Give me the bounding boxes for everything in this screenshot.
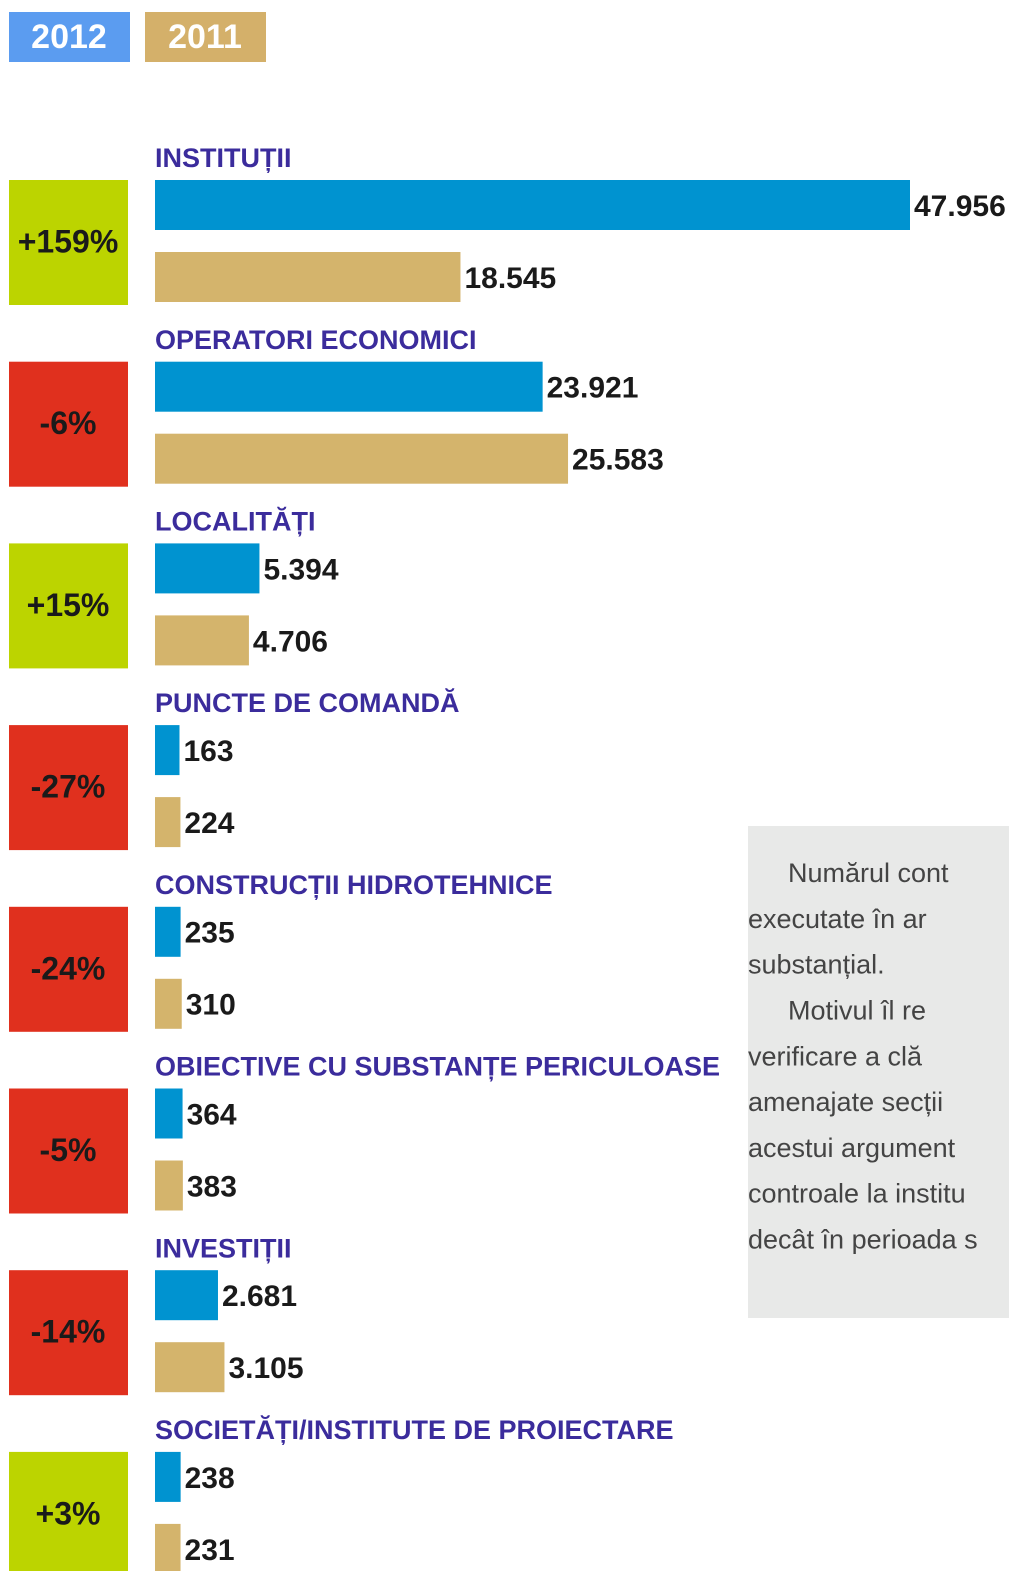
bar (155, 1088, 183, 1139)
note-line: Numărul cont (788, 858, 949, 888)
bar (155, 797, 181, 848)
value-label: 231 (185, 1534, 235, 1567)
bar (155, 906, 181, 957)
change-label: +159% (18, 223, 119, 259)
bar (155, 1451, 181, 1502)
legend-swatch (145, 12, 266, 62)
change-box (9, 543, 128, 669)
value-label: 23.921 (547, 372, 639, 405)
bar (155, 543, 260, 594)
change-box (9, 180, 128, 305)
category-label: SOCIETĂȚI/INSTITUTE DE PROIECTARE (155, 1414, 674, 1445)
category-label: INSTITUȚII (155, 143, 292, 173)
category-label: LOCALITĂȚI (155, 506, 315, 537)
value-label: 3.105 (228, 1352, 303, 1385)
value-label: 25.583 (572, 444, 664, 477)
value-label: 2.681 (222, 1280, 297, 1313)
change-box (9, 361, 128, 487)
legend-label: 2011 (168, 18, 242, 56)
value-label: 383 (187, 1170, 237, 1203)
change-label: -24% (31, 950, 106, 986)
value-label: 47.956 (914, 190, 1006, 223)
value-label: 163 (183, 735, 233, 768)
change-label: -5% (40, 1132, 97, 1168)
note-line: substanțial. (748, 950, 885, 980)
value-label: 5.394 (263, 553, 338, 586)
change-label: -27% (31, 769, 106, 805)
bar (155, 1523, 181, 1571)
category-label: CONSTRUCȚII HIDROTEHNICE (155, 870, 553, 900)
note-line: verificare a clă (748, 1041, 923, 1071)
note-line: amenajate secții (748, 1087, 943, 1117)
bar (155, 180, 910, 230)
bar (155, 361, 543, 412)
note-line: decât în perioada s (748, 1225, 978, 1255)
value-label: 235 (185, 917, 235, 950)
note-box (748, 826, 1009, 1318)
value-label: 224 (184, 807, 234, 840)
category-label: OBIECTIVE CU SUBSTANȚE PERICULOASE (155, 1052, 720, 1082)
category-label: OPERATORI ECONOMICI (155, 325, 477, 355)
note-line: executate în ar (748, 904, 927, 934)
value-label: 364 (187, 1098, 237, 1131)
value-label: 238 (185, 1462, 235, 1495)
change-box (9, 1451, 128, 1571)
bar (155, 1160, 183, 1211)
category-label: INVESTIȚII (155, 1233, 292, 1263)
legend-label: 2012 (31, 18, 107, 56)
change-label: +15% (27, 587, 110, 623)
value-label: 4.706 (253, 625, 328, 658)
value-label: 18.545 (464, 262, 556, 295)
bar (155, 252, 461, 302)
change-label: +3% (36, 1495, 101, 1531)
bar (155, 725, 180, 776)
change-label: -14% (31, 1314, 106, 1350)
bar (155, 433, 569, 484)
legend-swatch (9, 12, 130, 62)
bar (155, 615, 249, 666)
bar (155, 978, 182, 1029)
change-box (9, 725, 128, 851)
category-label: PUNCTE DE COMANDĂ (155, 687, 460, 718)
change-box (9, 1270, 128, 1396)
note-line: Motivul îl re (788, 996, 926, 1026)
change-box (9, 1088, 128, 1214)
note-line: controale la institu (748, 1179, 966, 1209)
value-label: 310 (186, 989, 236, 1022)
change-box (9, 906, 128, 1032)
bar (155, 1270, 218, 1321)
change-label: -6% (40, 405, 97, 441)
note-line: acestui argument (748, 1133, 956, 1163)
bar (155, 1342, 225, 1393)
